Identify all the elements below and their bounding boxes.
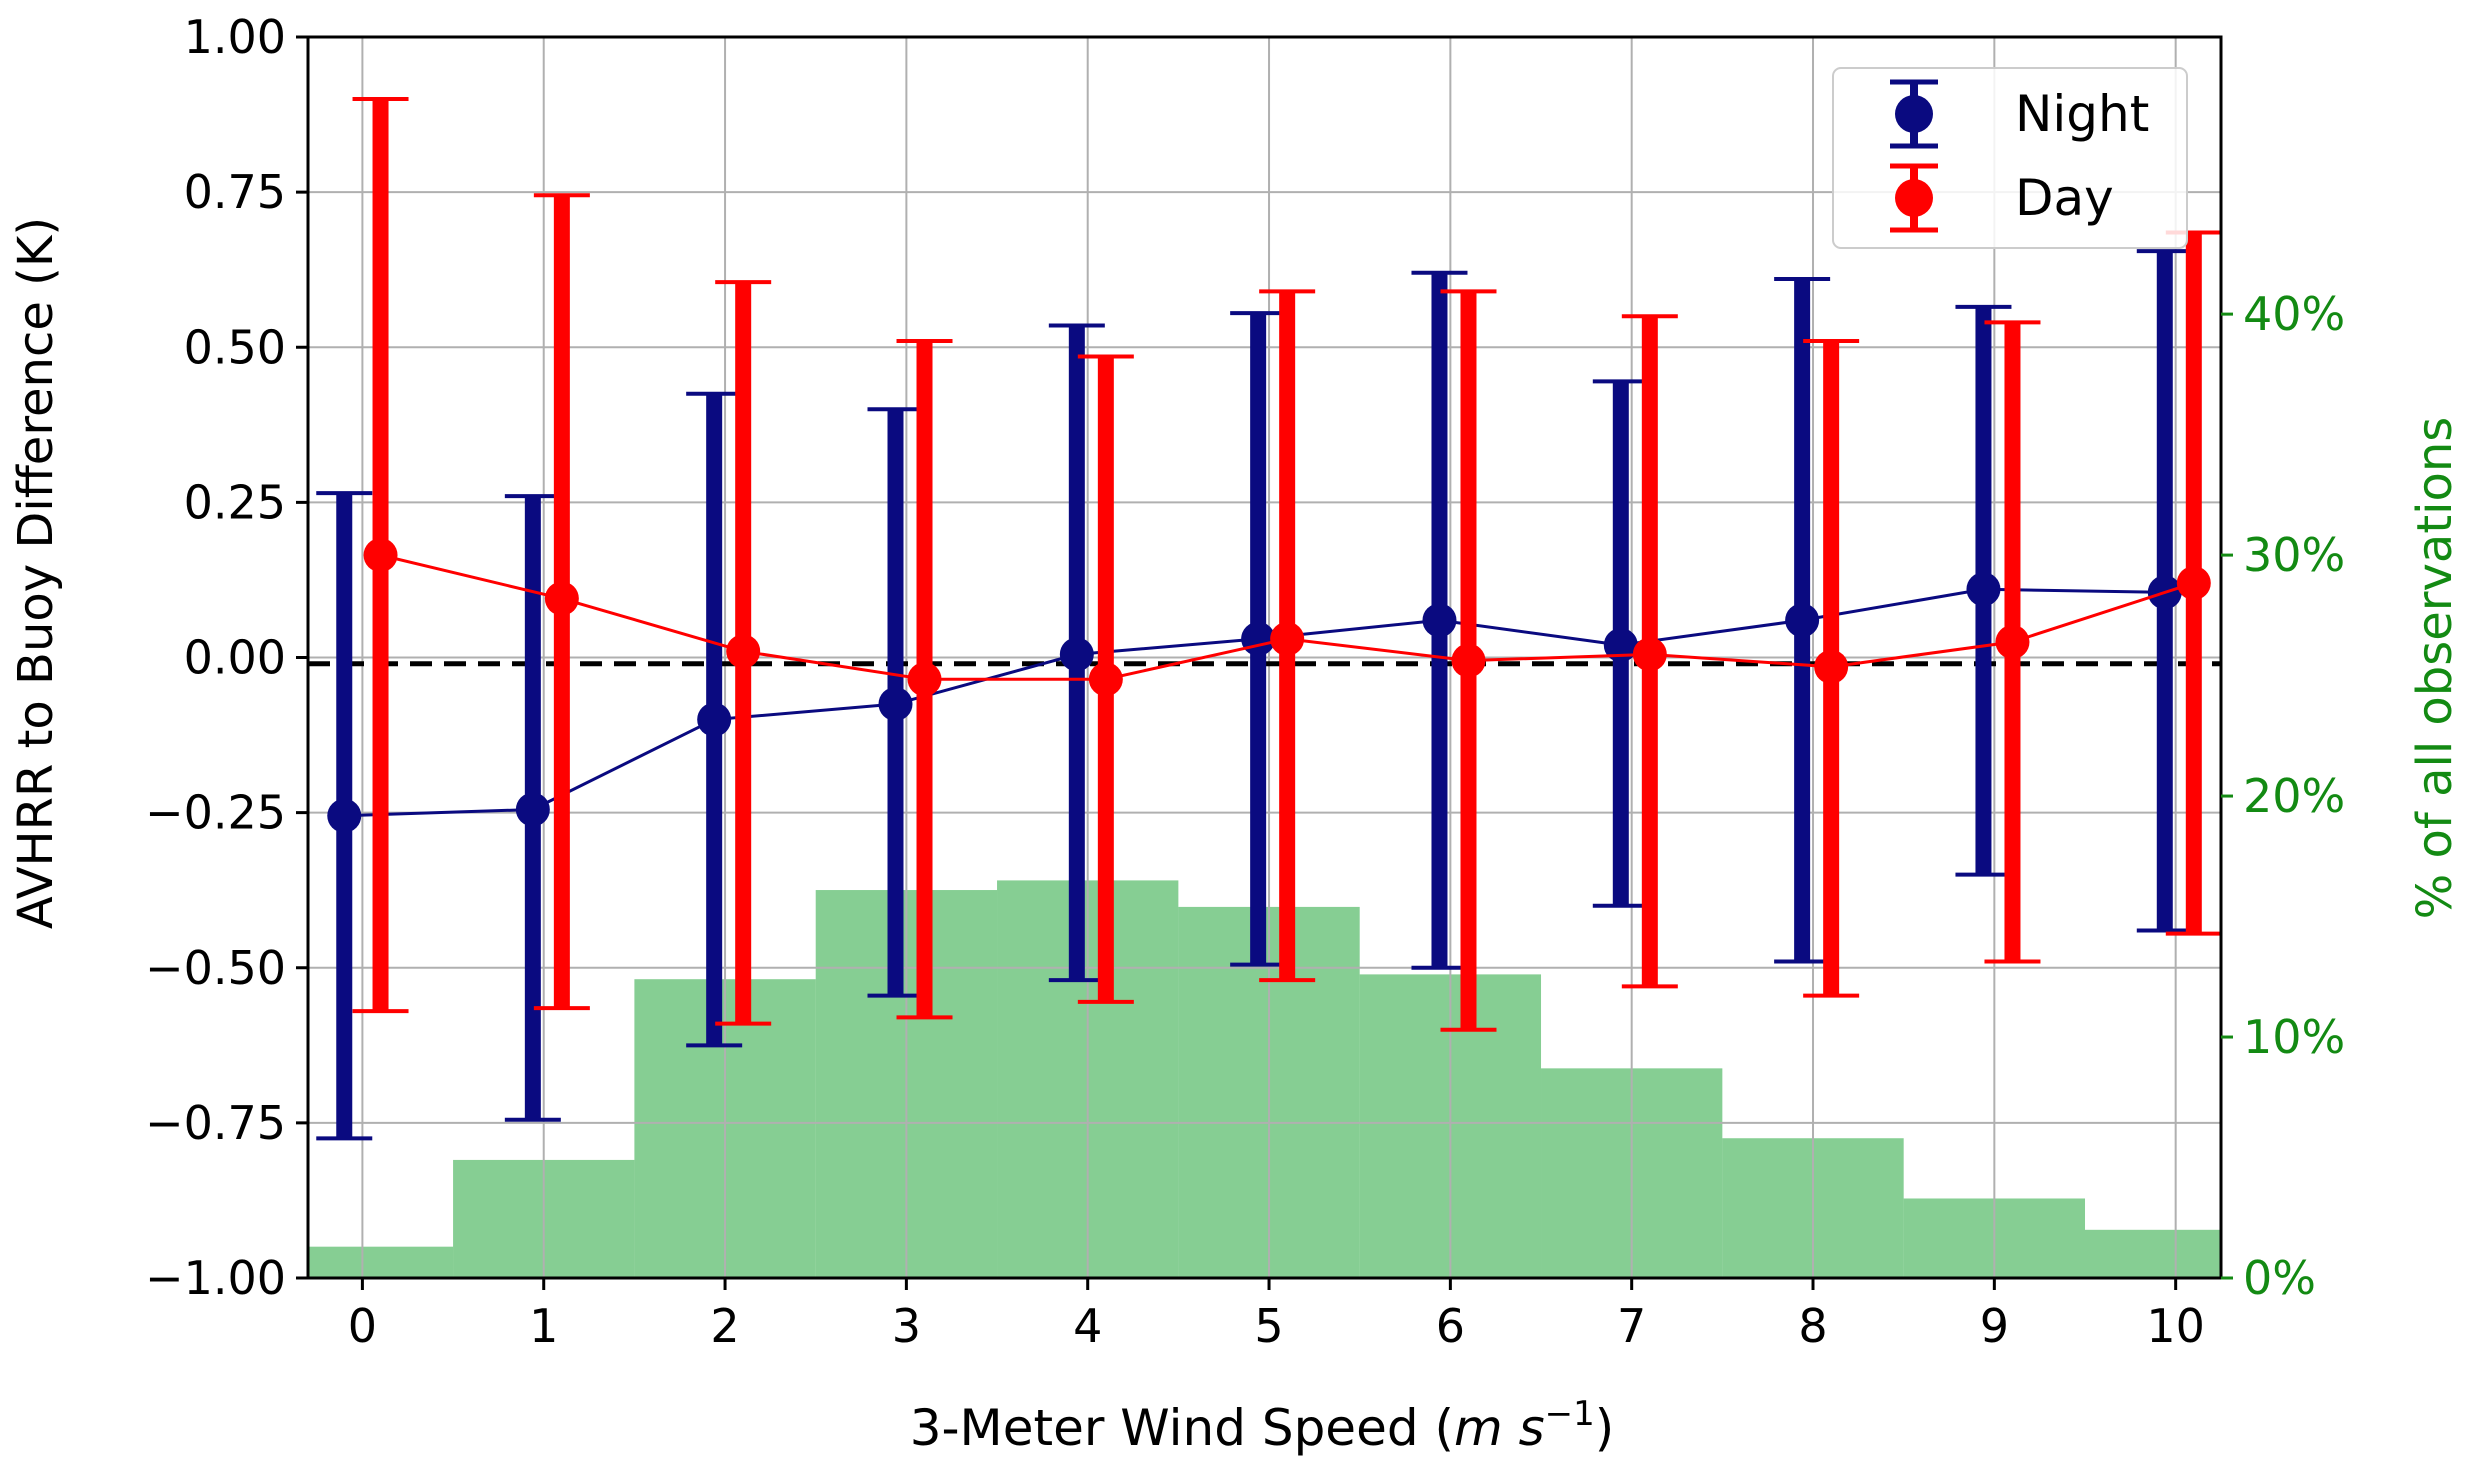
legend: Night Day [1832, 67, 2188, 249]
x-tick-label: 2 [710, 1299, 739, 1353]
day-point [1270, 621, 1305, 656]
tick-labels: 0 1 2 3 4 5 6 7 8 9 10 1.00 0.75 0.50 0.25 0.00 −0.25 −0.… [145, 10, 2345, 1353]
night-point [1603, 628, 1638, 663]
x-axis-label: 3-Meter Wind Speed (m s−1) [910, 1394, 1615, 1457]
axes [296, 35, 2233, 1290]
night-point [1422, 603, 1457, 638]
x-tick-label: 3 [892, 1299, 921, 1353]
day-point [363, 538, 398, 573]
night-point [1785, 603, 1820, 638]
legend-night-marker [1895, 95, 1933, 133]
x-tick-label: 10 [2146, 1299, 2205, 1353]
legend-day-label: Day [2015, 169, 2114, 227]
y-right-tick-label: 10% [2243, 1010, 2345, 1064]
day-point [2176, 566, 2211, 601]
x-tick-label: 5 [1254, 1299, 1283, 1353]
y-tick-label: −1.00 [145, 1251, 286, 1305]
legend-night-label: Night [2015, 85, 2149, 143]
day-point [544, 581, 579, 616]
y-axis-label: AVHRR to Buoy Difference (K) [8, 217, 64, 929]
x-tick-label: 9 [1980, 1299, 2009, 1353]
y-tick-label: −0.50 [145, 941, 286, 995]
day-point [1451, 643, 1486, 678]
y-tick-label: 0.75 [184, 165, 286, 219]
y-tick-label: 0.25 [184, 475, 286, 529]
histogram-bar [2085, 1229, 2221, 1278]
series-day [352, 97, 2222, 1032]
day-point [1632, 637, 1667, 672]
histogram-bar [308, 1246, 454, 1278]
x-axis-label-close: ) [1595, 1399, 1615, 1457]
night-point [878, 687, 913, 722]
day-point [1814, 649, 1849, 684]
night-point [1059, 637, 1094, 672]
y-tick-label: 0.50 [184, 320, 286, 374]
day-point [1995, 624, 2030, 659]
legend-item-day: Day [1890, 163, 2114, 233]
night-point [515, 792, 550, 827]
day-point [726, 634, 761, 669]
night-point [697, 702, 732, 737]
x-axis-label-space: ( [1419, 1399, 1454, 1457]
x-axis-label-unit: m s [1454, 1399, 1545, 1457]
x-axis-label-text: 3-Meter Wind Speed [910, 1399, 1419, 1457]
day-point [1088, 662, 1123, 697]
x-tick-label: 6 [1436, 1299, 1465, 1353]
series-night [316, 249, 2193, 1141]
y-tick-label: −0.75 [145, 1096, 286, 1150]
legend-day-marker [1895, 179, 1933, 217]
y-right-tick-label: 30% [2243, 528, 2345, 582]
night-point [1241, 621, 1276, 656]
y-tick-label: 1.00 [184, 10, 286, 64]
y-right-tick-label: 40% [2243, 287, 2345, 341]
y-right-tick-label: 20% [2243, 769, 2345, 823]
night-point [1966, 572, 2001, 607]
y-right-axis-label: % of all observations [2407, 417, 2463, 920]
day-point [907, 662, 942, 697]
y-tick-label: 0.00 [184, 631, 286, 685]
x-tick-label: 8 [1798, 1299, 1827, 1353]
x-axis-label-unit-exponent: −1 [1545, 1394, 1595, 1434]
series-group [316, 97, 2222, 1141]
x-tick-label: 7 [1617, 1299, 1646, 1353]
x-tick-label: 4 [1073, 1299, 1102, 1353]
night-point [327, 798, 362, 833]
y-tick-label: −0.25 [145, 786, 286, 840]
legend-item-night: Night [1890, 79, 2149, 149]
y-right-tick-label: 0% [2243, 1251, 2316, 1305]
x-tick-label: 1 [529, 1299, 558, 1353]
x-tick-label: 0 [348, 1299, 377, 1353]
